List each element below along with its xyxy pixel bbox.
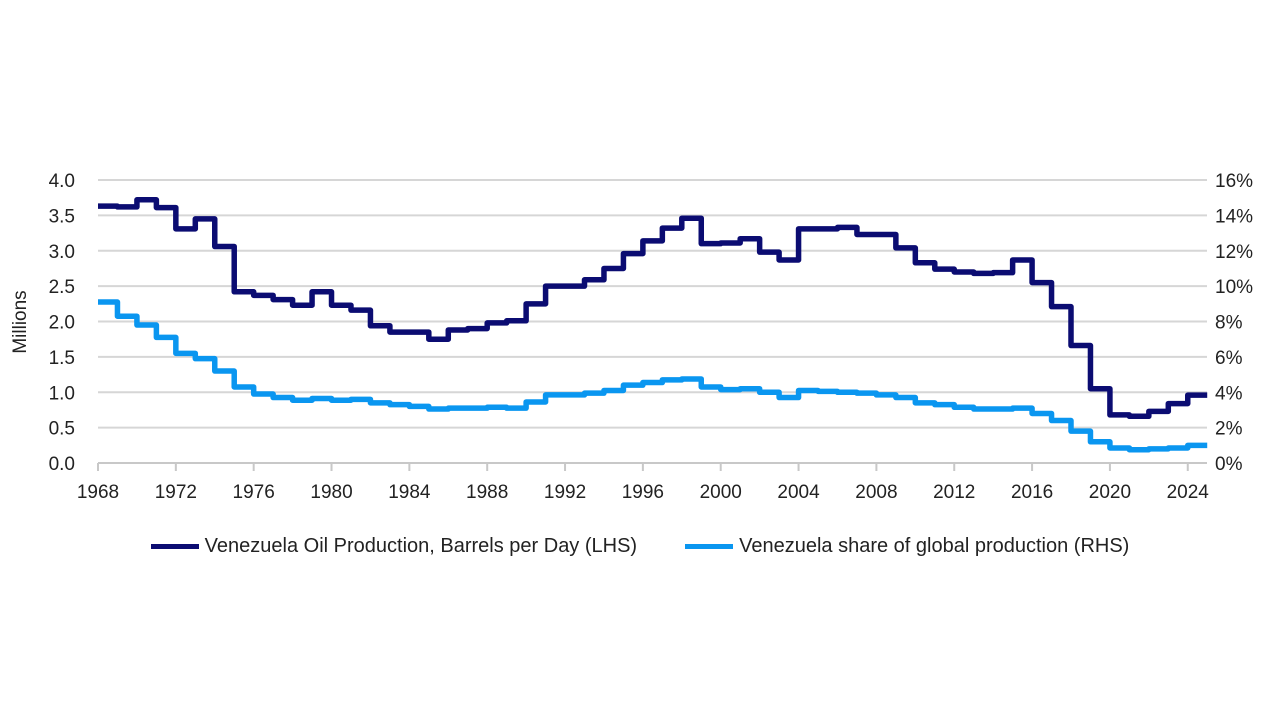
y-tick-label: 1.5 <box>49 348 75 369</box>
y-axis-label: Millions <box>10 290 31 353</box>
x-tick-label: 1968 <box>77 482 119 503</box>
y-tick-label: 2.0 <box>49 313 75 334</box>
x-tick-label: 1996 <box>622 482 664 503</box>
y-tick-label: 3.0 <box>49 242 75 263</box>
y-tick-label: 0.0 <box>49 454 75 475</box>
x-tick-label: 2004 <box>777 482 820 503</box>
legend-swatch-production <box>150 544 199 549</box>
y2-tick-label: 14% <box>1215 206 1253 227</box>
y2-tick-label: 16% <box>1215 171 1253 192</box>
x-tick-label: 1988 <box>466 482 508 503</box>
x-tick-label: 1976 <box>233 482 275 503</box>
y2-tick-label: 12% <box>1215 242 1253 263</box>
legend-label-share: Venezuela share of global production (RH… <box>739 535 1130 557</box>
x-tick-label: 1984 <box>388 482 431 503</box>
x-tick-label: 1980 <box>310 482 352 503</box>
y-tick-label: 4.0 <box>49 171 75 192</box>
y-tick-label: 0.5 <box>49 419 75 440</box>
y-tick-label: 3.5 <box>49 206 75 227</box>
y2-tick-label: 2% <box>1215 419 1243 440</box>
legend-item-share: Venezuela share of global production (RH… <box>685 535 1129 558</box>
x-tick-label: 1972 <box>155 482 197 503</box>
y2-tick-label: 8% <box>1215 313 1243 334</box>
y-tick-label: 1.0 <box>49 383 75 404</box>
x-tick-label: 1992 <box>544 482 586 503</box>
x-tick-label: 2024 <box>1167 482 1210 503</box>
y2-tick-label: 10% <box>1215 277 1253 298</box>
legend: Venezuela Oil Production, Barrels per Da… <box>0 535 1280 558</box>
x-tick-label: 2016 <box>1011 482 1053 503</box>
x-tick-label: 2012 <box>933 482 975 503</box>
legend-item-production: Venezuela Oil Production, Barrels per Da… <box>150 535 638 558</box>
legend-label-production: Venezuela Oil Production, Barrels per Da… <box>204 535 638 557</box>
series-line-production <box>98 197 1208 420</box>
legend-swatch-share <box>685 544 734 549</box>
y2-tick-label: 4% <box>1215 383 1243 404</box>
x-tick-label: 2000 <box>700 482 742 503</box>
y2-tick-label: 0% <box>1215 454 1243 475</box>
x-tick-label: 2020 <box>1089 482 1131 503</box>
y2-tick-label: 6% <box>1215 348 1243 369</box>
x-tick-label: 2008 <box>855 482 897 503</box>
series-line-share <box>98 299 1208 453</box>
y-tick-label: 2.5 <box>49 277 75 298</box>
